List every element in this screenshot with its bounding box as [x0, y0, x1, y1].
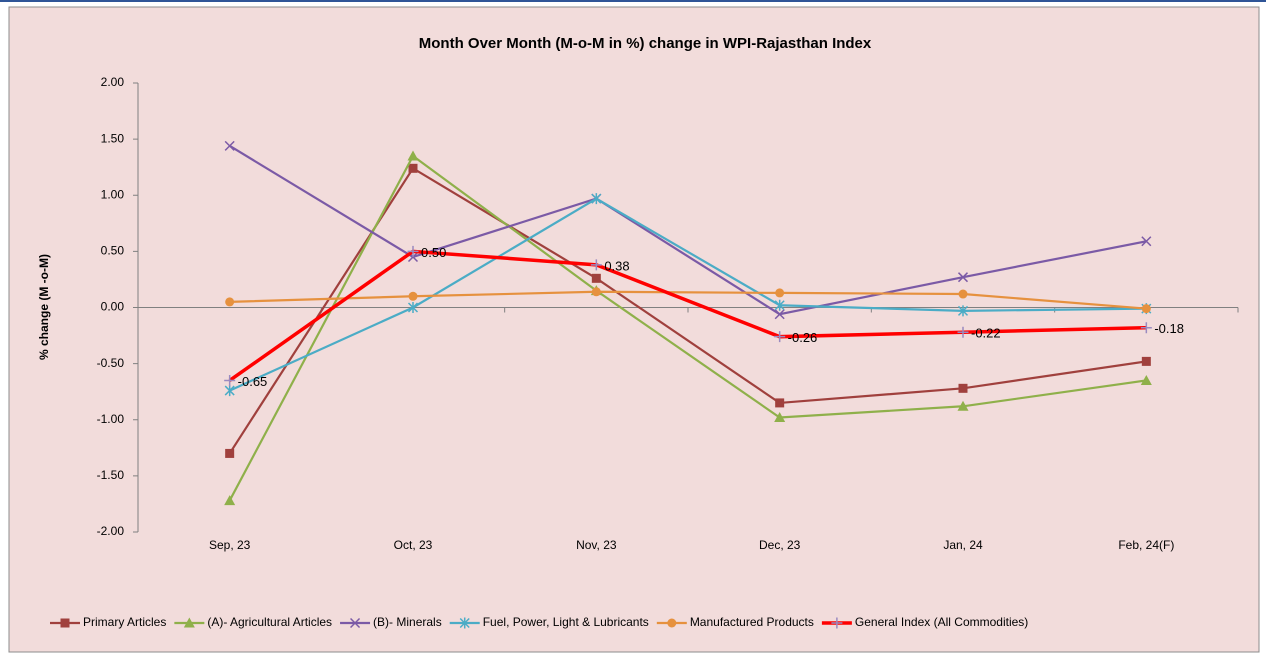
- x-tick-label: Jan, 24: [943, 538, 983, 552]
- data-point: [775, 288, 785, 298]
- data-point: [408, 291, 418, 301]
- data-point: [224, 385, 235, 397]
- data-label: -0.18: [1154, 321, 1184, 336]
- data-label: -0.26: [788, 330, 818, 345]
- x-tick-label: Dec, 23: [759, 538, 801, 552]
- data-point: [224, 374, 236, 386]
- data-point: [590, 259, 602, 271]
- legend-marker: [831, 617, 843, 629]
- series-line: [228, 249, 1147, 382]
- x-tick-label: Nov, 23: [576, 538, 617, 552]
- data-point: [1140, 322, 1152, 334]
- legend-marker: [60, 618, 70, 628]
- chart-title: Month Over Month (M-o-M in %) change in …: [419, 35, 872, 52]
- data-point: [225, 448, 235, 458]
- x-tick-label: Oct, 23: [394, 538, 433, 552]
- series-line: [229, 290, 1147, 310]
- data-point: [957, 326, 969, 338]
- data-point: [407, 302, 419, 313]
- data-point: [957, 400, 969, 411]
- data-point: [774, 331, 786, 343]
- legend-label: Fuel, Power, Light & Lubricants: [483, 615, 649, 629]
- series-line: [229, 144, 1147, 316]
- y-tick-label: 0.50: [101, 244, 125, 258]
- data-label: -0.22: [971, 326, 1001, 341]
- data-point: [591, 273, 601, 283]
- y-tick-label: 2.00: [101, 75, 125, 89]
- y-tick-label: 1.00: [101, 187, 125, 201]
- data-point: [958, 383, 968, 393]
- data-point: [225, 297, 235, 307]
- data-point: [774, 412, 786, 423]
- x-tick-label: Sep, 23: [209, 538, 251, 552]
- data-point: [407, 245, 419, 257]
- data-point: [774, 299, 785, 311]
- data-label: 0.50: [421, 245, 446, 260]
- data-point: [224, 495, 236, 506]
- y-tick-label: -2.00: [97, 524, 125, 538]
- data-point: [957, 305, 969, 317]
- data-point: [408, 163, 418, 173]
- legend-marker: [350, 617, 361, 629]
- data-point: [1141, 356, 1151, 366]
- data-point: [1141, 236, 1152, 247]
- legend-label: General Index (All Commodities): [855, 615, 1028, 629]
- data-point: [957, 272, 969, 283]
- legend-label: Manufactured Products: [690, 615, 814, 629]
- series-line: [228, 166, 1147, 455]
- data-point: [407, 150, 419, 161]
- x-tick-label: Feb, 24(F): [1118, 538, 1174, 552]
- data-point: [224, 140, 235, 151]
- y-tick-label: 0.00: [101, 300, 125, 314]
- data-point: [775, 398, 785, 408]
- data-point: [958, 289, 968, 299]
- data-label: -0.65: [238, 374, 268, 389]
- top-border: [0, 0, 1266, 2]
- data-point: [774, 309, 785, 320]
- y-tick-label: -1.00: [97, 412, 125, 426]
- legend-marker: [667, 618, 677, 628]
- legend-label: Primary Articles: [83, 615, 166, 629]
- legend-marker: [183, 617, 195, 628]
- y-tick-label: 1.50: [101, 131, 125, 145]
- data-label: 0.38: [604, 258, 629, 273]
- y-tick-label: -0.50: [97, 356, 125, 370]
- series-line: [228, 154, 1147, 502]
- data-point: [591, 287, 601, 297]
- legend-label: (B)- Minerals: [373, 615, 442, 629]
- legend-marker: [459, 617, 470, 629]
- data-point: [1140, 374, 1152, 385]
- legend-label: (A)- Agricultural Articles: [207, 615, 332, 629]
- y-tick-label: -1.50: [97, 468, 125, 482]
- y-axis-label: % change (M -o-M): [37, 254, 51, 360]
- data-point: [591, 193, 602, 205]
- data-point: [1141, 304, 1151, 314]
- series-line: [229, 197, 1147, 392]
